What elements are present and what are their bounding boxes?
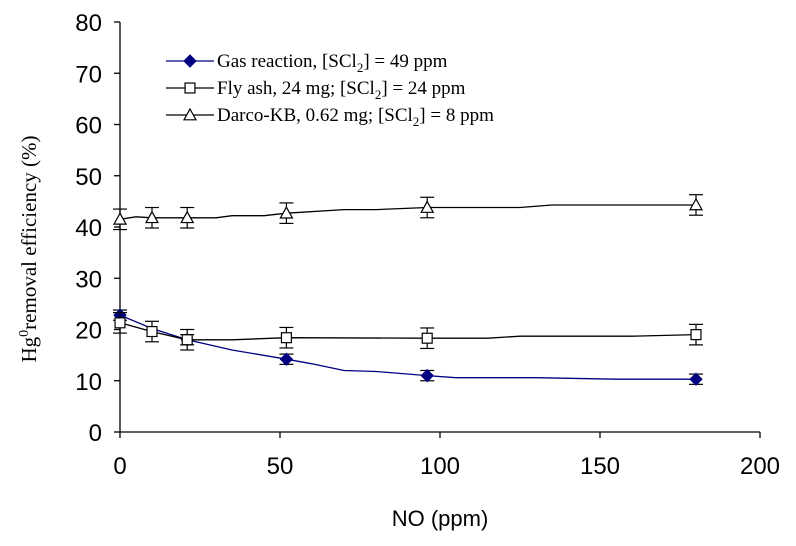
x-tick-label: 200 bbox=[740, 453, 780, 480]
y-tick-label: 30 bbox=[75, 266, 102, 293]
data-point bbox=[279, 205, 294, 219]
series-line bbox=[119, 314, 696, 380]
legend-label: Fly ash, 24 mg; [SCl2] = 24 ppm bbox=[217, 78, 466, 102]
legend-item: Darco-KB, 0.62 mg; [SCl2] = 8 ppm bbox=[166, 105, 494, 129]
y-tick-label: 80 bbox=[75, 10, 102, 37]
y-tick-label: 60 bbox=[75, 113, 102, 140]
legend-marker bbox=[182, 107, 198, 121]
x-tick-label: 100 bbox=[420, 453, 460, 480]
legend-item: Fly ash, 24 mg; [SCl2] = 24 ppm bbox=[166, 78, 466, 102]
data-point bbox=[690, 329, 702, 341]
y-tick-label: 0 bbox=[89, 420, 102, 447]
data-point bbox=[280, 332, 292, 344]
series-2 bbox=[113, 311, 703, 351]
series-3 bbox=[112, 194, 704, 231]
data-point bbox=[114, 317, 126, 329]
data-point bbox=[279, 352, 294, 366]
axes: 0 50 100 150 200 0 10 20 30 40 50 60 70 80 bbox=[75, 10, 780, 480]
data-point bbox=[144, 210, 160, 224]
y-axis-title: Hg0removal efficiency (%) bbox=[17, 135, 41, 362]
x-tick-label: 0 bbox=[113, 453, 126, 480]
data-point bbox=[420, 200, 435, 213]
data-point bbox=[421, 332, 433, 344]
series-layer bbox=[112, 194, 704, 386]
legend-label: Gas reaction, [SCl2] = 49 ppm bbox=[217, 51, 448, 75]
data-point bbox=[689, 372, 703, 386]
y-tick-label: 70 bbox=[75, 61, 102, 88]
data-point bbox=[420, 368, 434, 383]
x-tick-label: 50 bbox=[267, 453, 294, 480]
legend-marker bbox=[184, 82, 196, 94]
y-tick-label: 50 bbox=[75, 164, 102, 191]
y-tick-label: 40 bbox=[75, 215, 102, 242]
x-tick-label: 150 bbox=[580, 453, 620, 480]
y-tick-label: 20 bbox=[75, 318, 102, 345]
data-point bbox=[181, 334, 193, 346]
legend-marker bbox=[183, 54, 197, 68]
legend: Gas reaction, [SCl2] = 49 ppm Fly ash, 24… bbox=[166, 51, 494, 129]
data-point bbox=[146, 325, 158, 338]
series-1 bbox=[113, 308, 703, 386]
legend-label: Darco-KB, 0.62 mg; [SCl2] = 8 ppm bbox=[217, 105, 494, 129]
y-tick-label: 10 bbox=[75, 369, 102, 396]
data-point bbox=[688, 197, 704, 211]
legend-item: Gas reaction, [SCl2] = 49 ppm bbox=[166, 51, 448, 75]
data-point bbox=[180, 210, 195, 224]
x-axis-title: NO (ppm) bbox=[392, 506, 489, 531]
series-line bbox=[119, 204, 696, 220]
series-line bbox=[119, 322, 697, 341]
data-point bbox=[112, 212, 128, 225]
